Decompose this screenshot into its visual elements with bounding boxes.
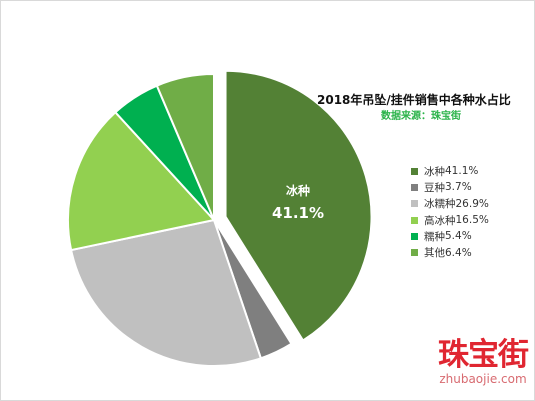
legend-swatch [411, 232, 418, 240]
legend: 冰种 41.1% 豆种 3.7% 冰糯种 26.9% 高冰种 16.5% 糯种 5.4% 其他 6.4… [411, 163, 489, 261]
legend-item: 其他 6.4% [411, 244, 489, 260]
legend-item: 高冰种 16.5% [411, 212, 489, 228]
watermark: 珠宝街 zhubaojie.com [435, 338, 531, 386]
watermark-brand: 珠宝街 [438, 337, 529, 373]
pie-slice-3 [69, 218, 263, 367]
legend-swatch [411, 200, 418, 208]
legend-value: 3.7% [445, 181, 472, 194]
legend-item: 豆种 3.7% [411, 179, 489, 195]
legend-value: 26.9% [455, 197, 489, 210]
watermark-url: zhubaojie.com [439, 372, 527, 386]
legend-category: 冰种 [424, 165, 445, 178]
legend-swatch [411, 249, 418, 257]
chart-subtitle: 数据来源：珠宝街 [381, 111, 461, 122]
pie-slice-4 [67, 110, 216, 252]
legend-category: 豆种 [424, 181, 445, 194]
legend-item: 冰糯种 26.9% [411, 196, 489, 212]
legend-value: 41.1% [445, 165, 479, 178]
legend-swatch [411, 216, 418, 224]
chart-title: 2018年吊坠/挂件销售中各种水占比 [317, 93, 511, 107]
legend-swatch [411, 167, 418, 175]
pie-slice-6 [155, 72, 215, 221]
legend-category: 糯种 [424, 230, 445, 243]
pie-slice-1 [224, 69, 373, 342]
legend-value: 5.4% [445, 230, 472, 243]
legend-value: 16.5% [455, 214, 489, 227]
legend-category: 高冰种 [424, 214, 456, 227]
legend-swatch [411, 183, 418, 191]
slice-label-value: 41.1% [272, 204, 324, 222]
legend-value: 6.4% [445, 246, 472, 259]
pie-slices [67, 69, 373, 367]
legend-item: 糯种 5.4% [411, 228, 489, 244]
legend-category: 其他 [424, 247, 445, 260]
legend-item: 冰种 41.1% [411, 163, 489, 179]
slice-label-category: 冰种 [286, 183, 310, 198]
legend-category: 冰糯种 [424, 198, 456, 211]
